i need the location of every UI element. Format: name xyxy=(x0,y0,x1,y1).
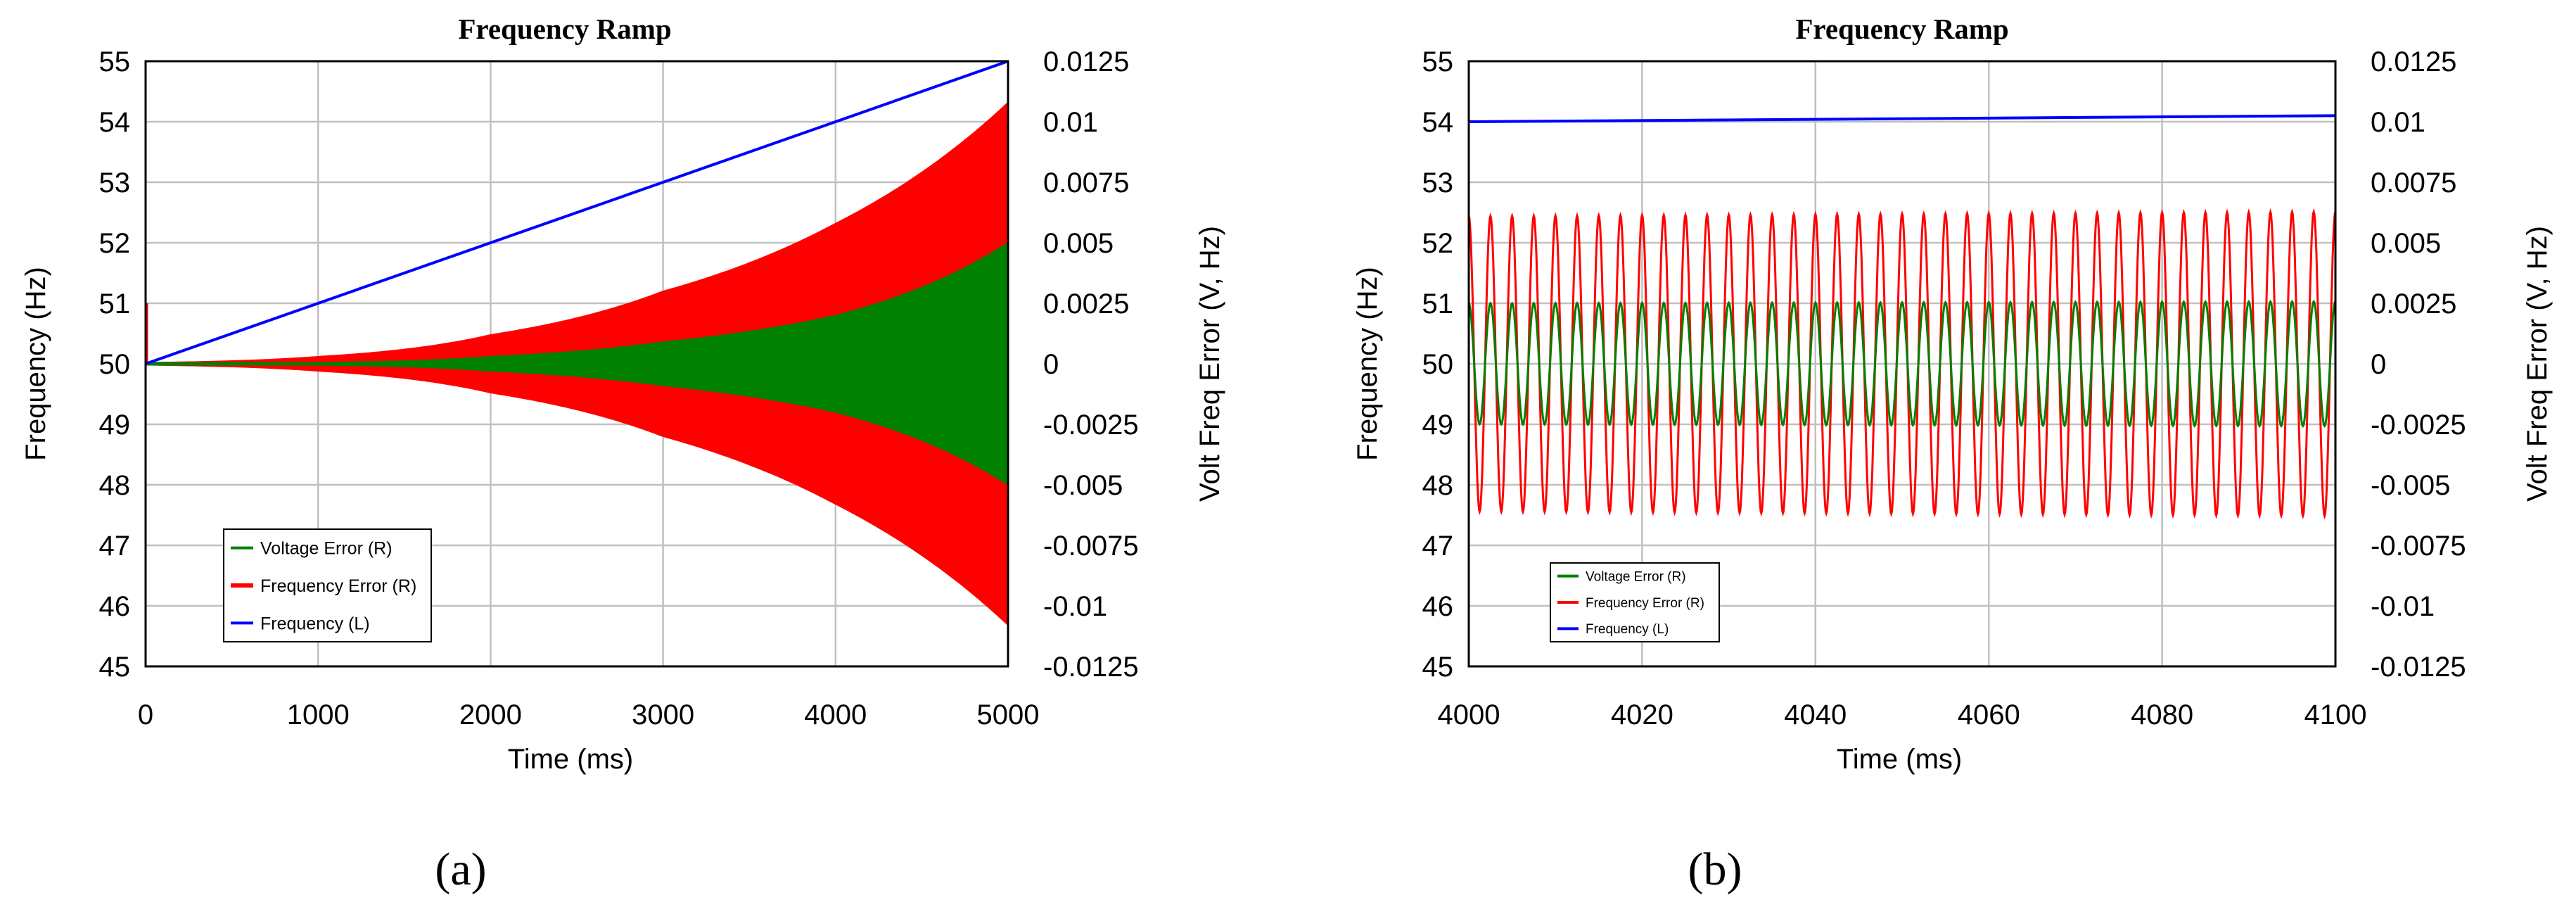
x-tick-label: 4100 xyxy=(2304,699,2367,730)
x-tick-label: 3000 xyxy=(632,699,694,730)
y2-tick-label: -0.01 xyxy=(1043,591,1107,622)
x-ticks-a: 0 1000 2000 3000 4000 5000 xyxy=(138,699,1040,730)
y2-tick-label: 0.0125 xyxy=(2371,46,2456,77)
y2-tick-label: 0.0125 xyxy=(1043,46,1129,77)
y-tick-label: 51 xyxy=(99,289,131,319)
y2-ticks-b: 0.0125 0.01 0.0075 0.005 0.0025 0 -0.0025 -0.00… xyxy=(2371,46,2466,683)
y2-tick-label: -0.01 xyxy=(2371,591,2435,622)
legend-label: Voltage Error (R) xyxy=(260,539,393,559)
y-tick-label: 47 xyxy=(99,531,131,562)
y2-tick-label: 0.01 xyxy=(1043,107,1098,138)
series-frequency xyxy=(1468,114,2336,123)
y-ticks-b: 55 54 53 52 51 50 49 48 47 46 45 xyxy=(1422,46,1454,683)
x-tick-label: 4000 xyxy=(804,699,867,730)
y2-ticks-a: 0.0125 0.01 0.0075 0.005 0.0025 0 -0.0025 -0.00… xyxy=(1043,46,1139,683)
chart-title-b: Frequency Ramp xyxy=(1795,13,2008,45)
y-tick-label: 49 xyxy=(1422,410,1454,441)
x-tick-label: 5000 xyxy=(977,699,1040,730)
y2-tick-label: 0.01 xyxy=(2371,107,2425,138)
y-tick-label: 46 xyxy=(1422,591,1454,622)
y-axis-label-a: Frequency (Hz) xyxy=(20,267,51,461)
chart-panel-b: Frequency Ramp 55 54 53 52 51 50 49 48 47 46 45 0.… xyxy=(1352,13,2553,895)
data-layer-b xyxy=(1467,114,2337,520)
plot-frame-a xyxy=(144,60,1009,668)
caption-a: (a) xyxy=(435,844,486,895)
y-tick-label: 49 xyxy=(99,410,131,441)
legend-a: Voltage Error (R) Frequency Error (R) Freq… xyxy=(223,528,432,642)
legend-b: Voltage Error (R) Frequency Error (R) Freq… xyxy=(1550,562,1720,642)
y-tick-label: 54 xyxy=(99,107,131,138)
y-tick-label: 50 xyxy=(99,349,131,380)
legend-label: Frequency (L) xyxy=(260,614,370,633)
x-tick-label: 4080 xyxy=(2131,699,2193,730)
y-tick-label: 52 xyxy=(1422,228,1454,259)
y2-tick-label: 0.005 xyxy=(1043,228,1114,259)
y2-tick-label: -0.005 xyxy=(2371,470,2450,501)
y2-tick-label: 0.0025 xyxy=(1043,289,1129,319)
y-tick-label: 52 xyxy=(99,228,131,259)
y-tick-label: 46 xyxy=(99,591,131,622)
y-tick-label: 45 xyxy=(1422,652,1454,683)
y2-tick-label: -0.0075 xyxy=(1043,531,1139,562)
y-tick-label: 50 xyxy=(1422,349,1454,380)
y2-tick-label: 0.005 xyxy=(2371,228,2441,259)
y2-tick-label: 0.0025 xyxy=(2371,289,2456,319)
y2-tick-label: 0.0075 xyxy=(1043,167,1129,198)
caption-b: (b) xyxy=(1688,844,1742,895)
legend-label: Voltage Error (R) xyxy=(1586,570,1686,585)
x-tick-label: 2000 xyxy=(459,699,522,730)
y-tick-label: 54 xyxy=(1422,107,1454,138)
y2-tick-label: 0.0075 xyxy=(2371,167,2456,198)
y-tick-label: 51 xyxy=(1422,289,1454,319)
x-tick-label: 0 xyxy=(138,699,153,730)
y2-tick-label: 0 xyxy=(1043,349,1059,380)
series-frequency xyxy=(145,60,1009,365)
chart-panel-a: Frequency Ramp 55 54 53 52 51 50 49 48 47 46 45 0.… xyxy=(20,13,1225,895)
chart-title-a: Frequency Ramp xyxy=(458,13,671,45)
x-ticks-b: 4000 4020 4040 4060 4080 4100 xyxy=(1438,699,2367,730)
y-axis-label-b: Frequency (Hz) xyxy=(1352,267,1383,461)
y-tick-label: 55 xyxy=(99,46,131,77)
legend-label: Frequency (L) xyxy=(1586,622,1669,637)
x-axis-label-a: Time (ms) xyxy=(508,744,633,775)
y-tick-label: 48 xyxy=(99,470,131,501)
x-tick-label: 4020 xyxy=(1611,699,1673,730)
legend-label: Frequency Error (R) xyxy=(260,576,416,596)
y-tick-label: 53 xyxy=(99,167,131,198)
y-tick-label: 55 xyxy=(1422,46,1454,77)
x-tick-label: 4040 xyxy=(1784,699,1847,730)
y2-axis-label-b: Volt Freq Error (V, Hz) xyxy=(2522,226,2553,502)
plot-frame-b xyxy=(1467,60,2337,668)
legend-label: Frequency Error (R) xyxy=(1586,596,1704,611)
y-ticks-a: 55 54 53 52 51 50 49 48 47 46 45 xyxy=(99,46,131,683)
y2-tick-label: -0.005 xyxy=(1043,470,1123,501)
y2-tick-label: -0.0125 xyxy=(2371,652,2466,683)
y2-tick-label: 0 xyxy=(2371,349,2386,380)
y2-tick-label: -0.0025 xyxy=(1043,410,1139,441)
y-tick-label: 45 xyxy=(99,652,131,683)
y-tick-label: 48 xyxy=(1422,470,1454,501)
data-layer-a xyxy=(145,60,1009,627)
y2-tick-label: -0.0075 xyxy=(2371,531,2466,562)
y-tick-label: 47 xyxy=(1422,531,1454,562)
x-tick-label: 4060 xyxy=(1958,699,2020,730)
y2-tick-label: -0.0125 xyxy=(1043,652,1139,683)
x-tick-label: 1000 xyxy=(287,699,350,730)
series-voltage-error xyxy=(1467,299,2337,429)
y-tick-label: 53 xyxy=(1422,167,1454,198)
x-axis-label-b: Time (ms) xyxy=(1837,744,1962,775)
y2-tick-label: -0.0025 xyxy=(2371,410,2466,441)
series-frequency-error xyxy=(1467,208,2337,520)
x-tick-label: 4000 xyxy=(1438,699,1500,730)
y2-axis-label-a: Volt Freq Error (V, Hz) xyxy=(1194,226,1225,502)
legend-box-a xyxy=(223,528,432,642)
